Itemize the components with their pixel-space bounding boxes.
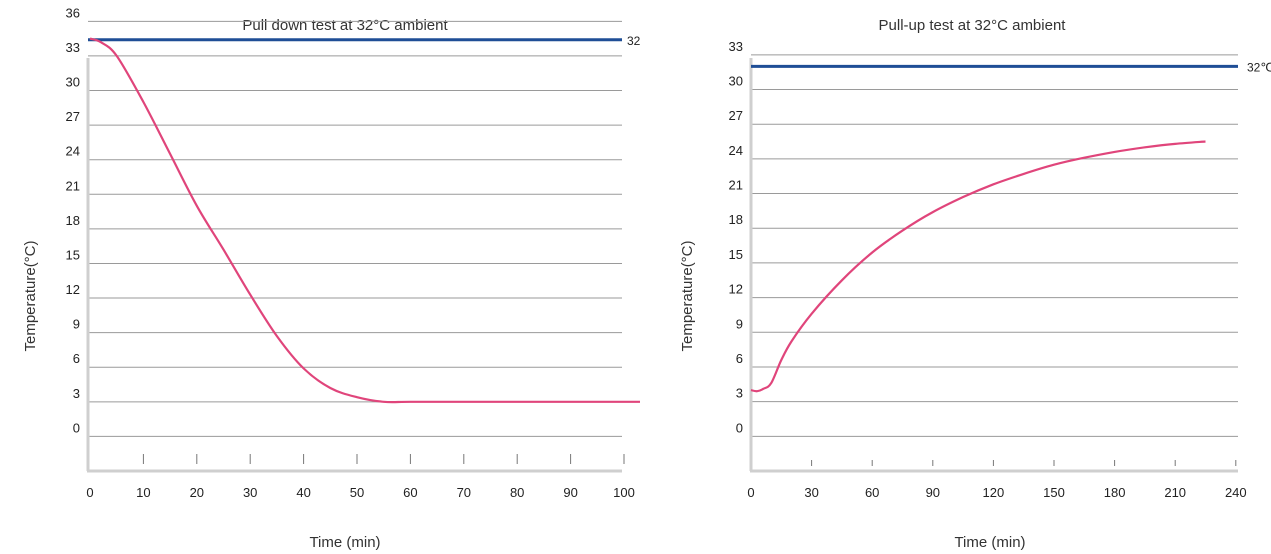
pull-down-chart: Pull down test at 32°C ambient 0 3 6 9 12 15 18… bbox=[22, 5, 640, 551]
temperature-series-line bbox=[89, 37, 640, 404]
x-tick-label: 100 bbox=[613, 485, 635, 500]
y-tick-label: 18 bbox=[729, 212, 743, 227]
x-tick-label: 0 bbox=[747, 485, 754, 500]
y-tick-label: 15 bbox=[729, 247, 743, 262]
y-tick-label: 12 bbox=[66, 282, 80, 297]
y-tick-label: 0 bbox=[736, 420, 743, 435]
y-tick-label: 6 bbox=[73, 351, 80, 366]
y-tick-label: 9 bbox=[736, 316, 743, 331]
y-tick-label: 12 bbox=[729, 282, 743, 297]
x-tick-label: 40 bbox=[296, 485, 310, 500]
x-tick-label: 70 bbox=[457, 485, 471, 500]
y-tick-label: 15 bbox=[66, 247, 80, 262]
y-tick-label: 36 bbox=[66, 5, 80, 20]
y-tick-label: 24 bbox=[729, 143, 743, 158]
x-tick-label: 30 bbox=[804, 485, 818, 500]
x-tick-label: 90 bbox=[563, 485, 577, 500]
y-tick-label: 3 bbox=[736, 386, 743, 401]
x-tick-label: 80 bbox=[510, 485, 524, 500]
y-tick-label: 33 bbox=[66, 40, 80, 55]
y-tick-label: 33 bbox=[729, 39, 743, 54]
x-tick-label: 10 bbox=[136, 485, 150, 500]
y-tick-label: 27 bbox=[66, 109, 80, 124]
x-tick-label: 20 bbox=[190, 485, 204, 500]
x-tick-label: 0 bbox=[86, 485, 93, 500]
y-tick-label: 21 bbox=[729, 178, 743, 193]
chart-title: Pull-up test at 32°C ambient bbox=[879, 17, 1067, 34]
y-tick-label: 27 bbox=[729, 108, 743, 123]
x-tick-label: 30 bbox=[243, 485, 257, 500]
y-tick-label: 18 bbox=[66, 213, 80, 228]
x-axis-title: Time (min) bbox=[309, 534, 380, 551]
reference-line-label: 32℃ bbox=[627, 34, 640, 48]
chart-title: Pull down test at 32°C ambient bbox=[242, 17, 448, 34]
temperature-series-line bbox=[750, 140, 1206, 393]
x-tick-label: 120 bbox=[983, 485, 1005, 500]
y-tick-label: 3 bbox=[73, 386, 80, 401]
y-tick-label: 24 bbox=[66, 144, 80, 159]
x-tick-label: 50 bbox=[350, 485, 364, 500]
x-tick-label: 60 bbox=[865, 485, 879, 500]
pull-up-chart-svg: Pull-up test at 32°C ambient 0 3 6 9 12 15 18 21… bbox=[679, 17, 1271, 551]
y-tick-label: 21 bbox=[66, 178, 80, 193]
pull-up-chart: Pull-up test at 32°C ambient 0 3 6 9 12 15 18 21… bbox=[640, 0, 1271, 554]
reference-line-label: 32℃ bbox=[1247, 60, 1271, 74]
x-tick-label: 150 bbox=[1043, 485, 1065, 500]
y-tick-label: 30 bbox=[66, 75, 80, 90]
x-tick-label: 180 bbox=[1104, 485, 1126, 500]
y-axis-title: Temperature(°C) bbox=[22, 240, 39, 351]
x-tick-label: 210 bbox=[1164, 485, 1186, 500]
x-axis-title: Time (min) bbox=[954, 534, 1025, 551]
x-tick-label: 60 bbox=[403, 485, 417, 500]
pull-down-chart-svg: Pull down test at 32°C ambient0369121518… bbox=[22, 5, 640, 551]
x-tick-label: 90 bbox=[926, 485, 940, 500]
y-tick-label: 30 bbox=[729, 74, 743, 89]
y-tick-label: 9 bbox=[73, 317, 80, 332]
x-tick-label: 240 bbox=[1225, 485, 1247, 500]
y-tick-label: 6 bbox=[736, 351, 743, 366]
y-tick-label: 0 bbox=[73, 420, 80, 435]
y-axis-title: Temperature(°C) bbox=[679, 240, 696, 351]
